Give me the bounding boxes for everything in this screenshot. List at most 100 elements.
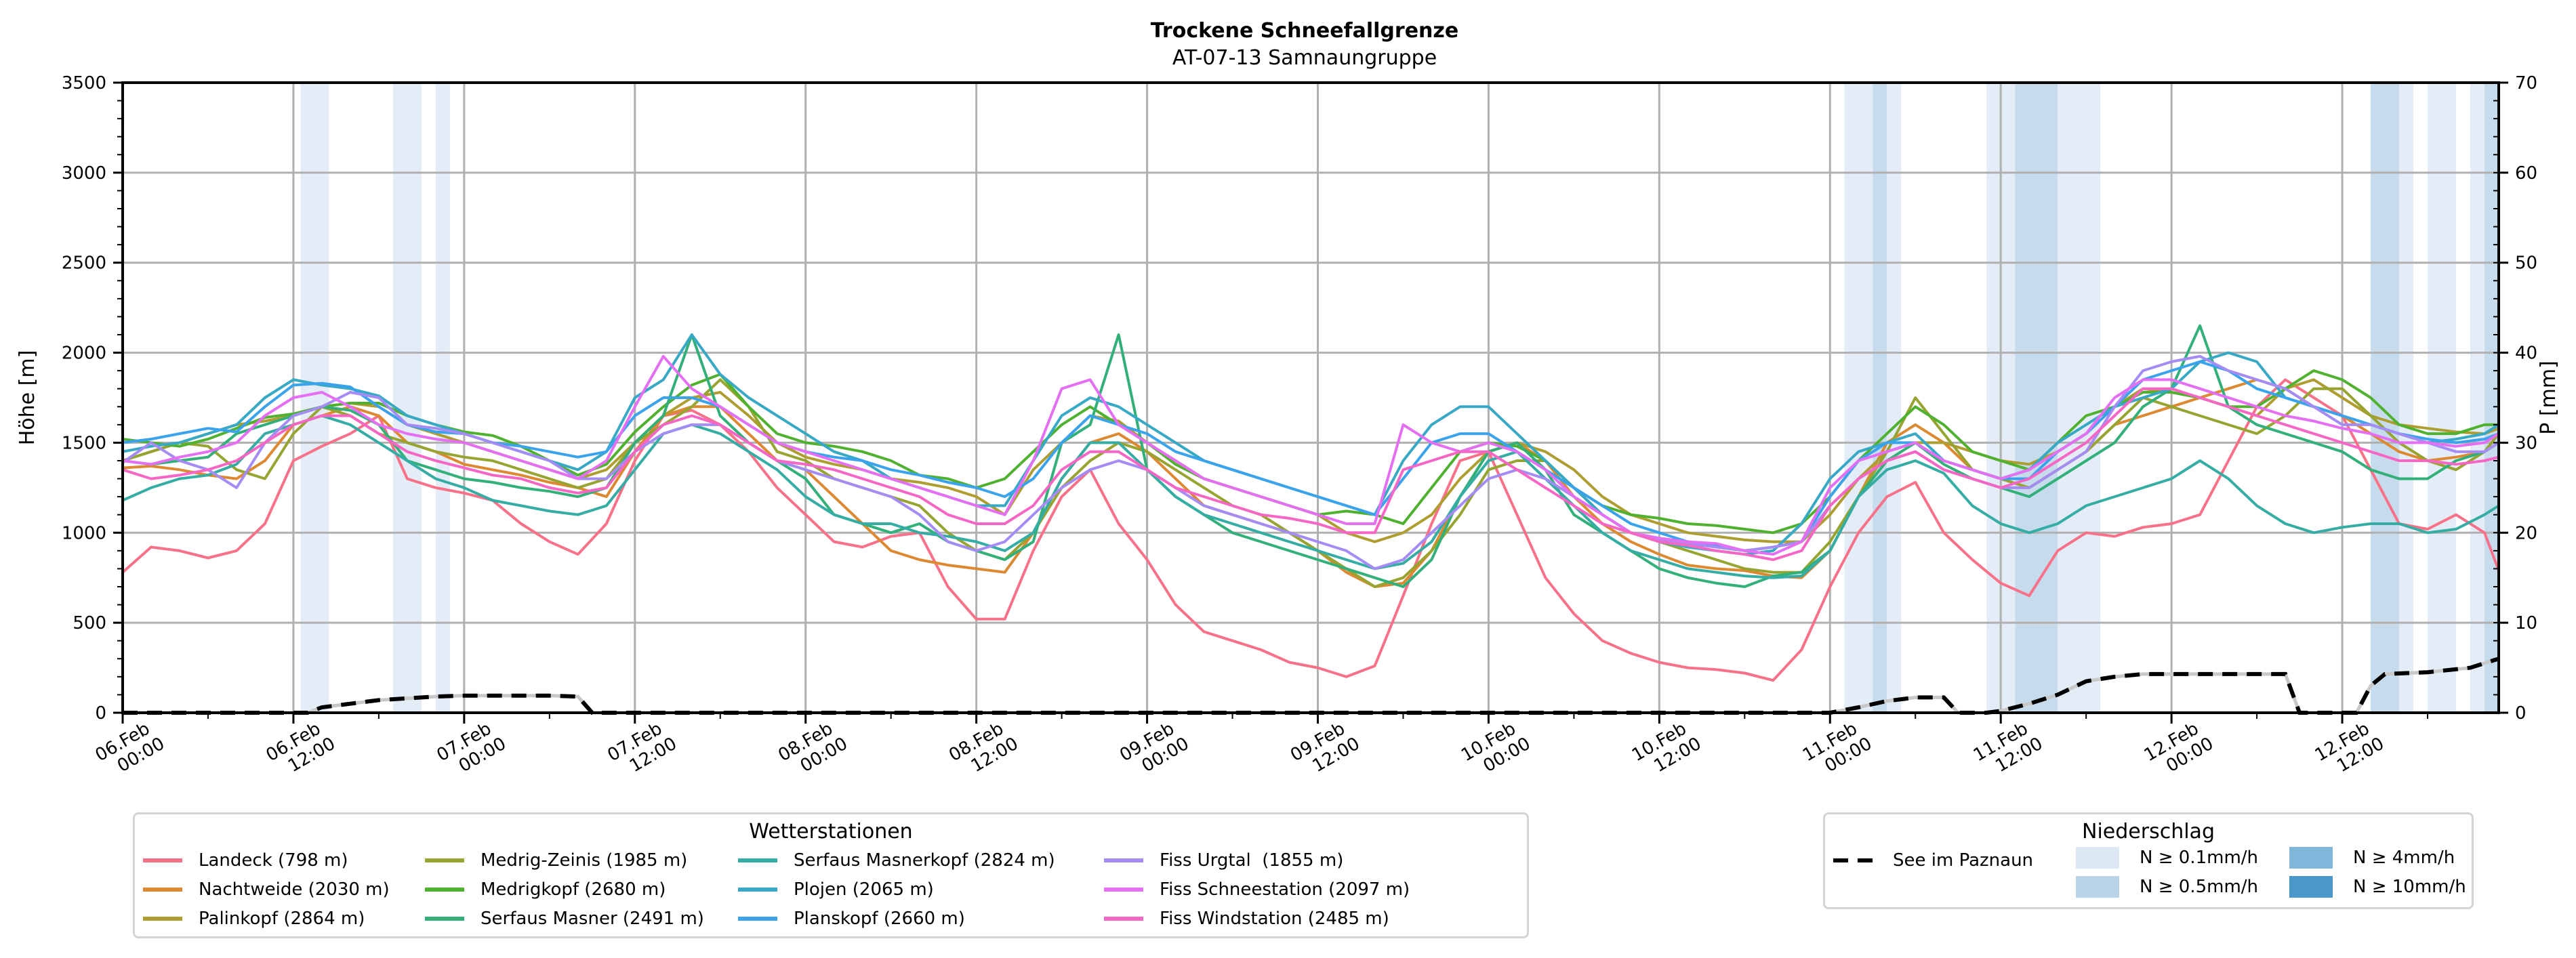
legend-label: Fiss Urgtal (1855 m) xyxy=(1160,850,1344,871)
precip-band xyxy=(2371,83,2400,713)
legend-label: Medrig-Zeinis (1985 m) xyxy=(481,850,688,871)
legend-item-station: Nachtweide (2030 m) xyxy=(143,879,390,900)
legend-label: N ≥ 10mm/h xyxy=(2353,877,2466,897)
legend-label: Serfaus Masner (2491 m) xyxy=(481,909,704,929)
precip-band xyxy=(1873,83,1887,713)
precip-line-group xyxy=(123,657,2499,715)
series-line xyxy=(122,378,2500,588)
legend-item-station: Planskopf (2660 m) xyxy=(738,909,965,929)
y-tick-label: 500 xyxy=(73,613,106,633)
legend-label: Serfaus Masnerkopf (2824 m) xyxy=(794,850,1055,871)
precip-band xyxy=(435,83,450,713)
legend-line-swatch xyxy=(738,858,777,862)
legend-label: N ≥ 4mm/h xyxy=(2353,848,2455,868)
y2-tick-label: 70 xyxy=(2515,73,2537,93)
series-line xyxy=(122,354,2500,556)
legend-label: Plojen (2065 m) xyxy=(794,879,934,900)
precip-band xyxy=(2015,83,2058,713)
y2-tick-label: 20 xyxy=(2515,523,2537,543)
legend-item-station: Palinkopf (2864 m) xyxy=(143,909,365,929)
y2-axis-label: P [mm] xyxy=(2537,360,2560,434)
legend-line-swatch xyxy=(738,917,777,921)
precip-band xyxy=(2428,83,2457,713)
legend-item-station: Fiss Windstation (2485 m) xyxy=(1104,909,1389,929)
y2-tick-label: 0 xyxy=(2515,703,2527,724)
series-line xyxy=(122,414,2500,579)
y-tick-label: 2000 xyxy=(62,343,106,364)
legend-label: Nachtweide (2030 m) xyxy=(199,879,390,900)
legend-item-station: Medrigkopf (2680 m) xyxy=(425,879,666,900)
series-line xyxy=(122,378,2500,543)
y2-tick-label: 50 xyxy=(2515,253,2537,274)
chart-title: Trockene Schneefallgrenze xyxy=(1151,19,1458,43)
series-line xyxy=(122,369,2500,535)
legend-item-precip-level: N ≥ 10mm/h xyxy=(2289,876,2466,898)
legend-precip-title: Niederschlag xyxy=(2082,820,2215,844)
legend-line-swatch xyxy=(425,917,464,921)
legend-item-precip-level: N ≥ 0.1mm/h xyxy=(2076,847,2258,869)
plot-frame xyxy=(121,81,2500,714)
legend-label: Palinkopf (2864 m) xyxy=(199,909,365,929)
legend-item-station: Fiss Schneestation (2097 m) xyxy=(1104,879,1410,900)
series-line xyxy=(122,378,2500,588)
precip-band xyxy=(1844,83,1873,713)
legend-item-station: Serfaus Masnerkopf (2824 m) xyxy=(738,850,1055,871)
legend-label: See im Paznaun xyxy=(1893,850,2034,871)
legend-item-station: Medrig-Zeinis (1985 m) xyxy=(425,850,687,871)
legend-line-swatch xyxy=(1104,858,1143,862)
y-tick-label: 2500 xyxy=(62,253,106,274)
precip-line xyxy=(123,657,2499,715)
series-line xyxy=(121,354,2500,570)
legend-item-precip-level: N ≥ 0.5mm/h xyxy=(2076,876,2258,898)
legend-label: N ≥ 0.5mm/h xyxy=(2140,877,2259,897)
legend-color-patch xyxy=(2289,876,2333,898)
dashed-line-icon xyxy=(1833,858,1873,862)
precip-band xyxy=(2058,83,2101,713)
legend-item-precip-level: N ≥ 4mm/h xyxy=(2289,847,2455,869)
legend-color-patch xyxy=(2076,876,2119,898)
y2-tick-label: 40 xyxy=(2515,343,2537,364)
precip-bands xyxy=(300,83,2499,713)
legend-line-swatch xyxy=(425,888,464,892)
y-tick-label: 1000 xyxy=(62,523,106,543)
legend-stations-title: Wetterstationen xyxy=(749,820,913,844)
station-lines xyxy=(121,324,2500,682)
legend-line-swatch xyxy=(1104,917,1143,921)
y-tick-label: 3500 xyxy=(62,73,106,93)
series-line xyxy=(121,378,2500,682)
precip-band xyxy=(2399,83,2414,713)
series-line xyxy=(122,387,2500,562)
legend-label: Fiss Windstation (2485 m) xyxy=(1160,909,1389,929)
precip-band xyxy=(1887,83,1902,713)
series-line xyxy=(122,360,2500,552)
legend-label: N ≥ 0.1mm/h xyxy=(2140,848,2259,868)
legend-color-patch xyxy=(2076,847,2119,869)
legend-line-swatch xyxy=(143,858,182,862)
y-axis-label: Höhe [m] xyxy=(16,350,39,446)
legend-line-swatch xyxy=(143,917,182,921)
legend-item-station: Serfaus Masner (2491 m) xyxy=(425,909,704,929)
legend-item-station: Landeck (798 m) xyxy=(143,850,348,871)
legend-line-swatch xyxy=(1104,888,1143,892)
legend-stations: Wetterstationen Landeck (798 m) Nachtweid… xyxy=(133,812,1529,938)
legend-item-station: Plojen (2065 m) xyxy=(738,879,934,900)
precip-band xyxy=(2485,83,2499,713)
legend-item-see-im-paznaun: See im Paznaun xyxy=(1833,850,2033,871)
y-tick-label: 0 xyxy=(95,703,106,724)
legend-line-swatch xyxy=(425,858,464,862)
legend-line-swatch xyxy=(143,888,182,892)
